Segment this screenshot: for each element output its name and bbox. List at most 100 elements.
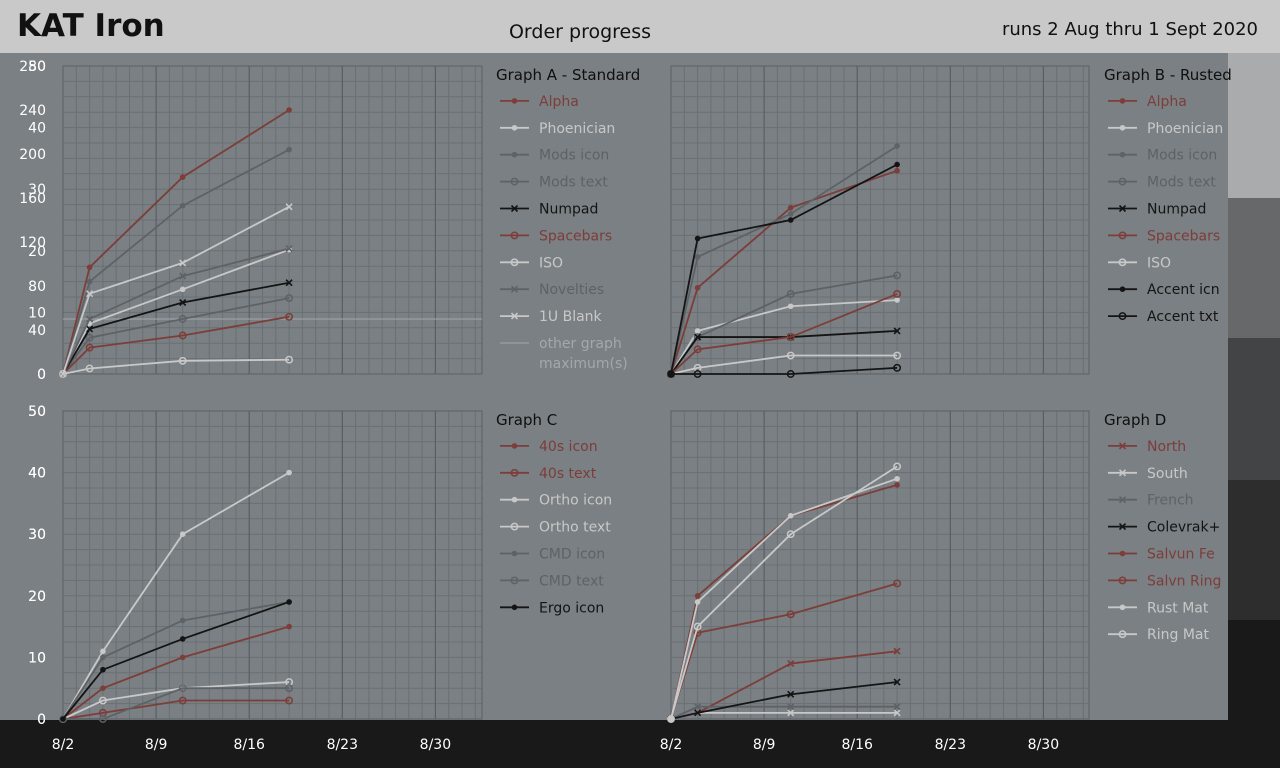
- legend-label: Accent txt: [1147, 309, 1219, 325]
- data-point: [285, 355, 294, 364]
- series-line: [670, 465, 898, 720]
- graph-c: 0 10 20 30 40 50 8/2 8/9 8/16 8/23 8/30 Graph C 40s …: [28, 404, 612, 753]
- data-point: [894, 143, 900, 149]
- y-tick-label: 10: [28, 650, 46, 666]
- graph-a: 0 40 80 120 160 200 240 280 Graph A - Standard Al…: [19, 59, 640, 383]
- series-line: [62, 281, 290, 375]
- data-point: [85, 364, 94, 373]
- y-tick-label: 50: [28, 59, 46, 75]
- legend-label: 40s text: [539, 466, 597, 482]
- legend-marker: [1119, 98, 1126, 104]
- data-point: [893, 327, 901, 335]
- legend-marker: [510, 258, 519, 267]
- data-point: [100, 685, 106, 691]
- legend-marker: [1119, 604, 1126, 611]
- data-point: [786, 289, 795, 298]
- y-tick-label: 50: [28, 404, 46, 420]
- data-point: [787, 709, 795, 717]
- series-line: [670, 145, 898, 375]
- series-line: [63, 687, 290, 720]
- data-point: [693, 622, 702, 631]
- data-point: [894, 161, 900, 168]
- data-point: [179, 531, 186, 537]
- data-point: [694, 235, 701, 242]
- y-tick-label: 20: [28, 589, 46, 605]
- series-line: [670, 711, 898, 720]
- legend-label: French: [1147, 493, 1194, 509]
- data-point: [85, 333, 94, 342]
- data-point: [786, 351, 795, 360]
- y-tick-label: 30: [28, 527, 46, 543]
- page-title: Order progress: [508, 21, 652, 43]
- data-point: [693, 345, 702, 354]
- graph-b: 0 10 20 30 40 50 Graph B - Rusted Alpha Phoenici…: [28, 59, 1232, 383]
- legend-title: Graph C: [496, 411, 557, 429]
- legend-marker: [511, 550, 518, 557]
- series-line: [670, 329, 898, 375]
- data-point: [893, 271, 902, 280]
- legend-marker: [1118, 576, 1127, 585]
- data-point: [894, 297, 900, 303]
- data-point: [286, 107, 292, 113]
- legend-label: 1U Blank: [539, 309, 603, 325]
- data-point: [787, 703, 795, 711]
- legend-marker: [510, 204, 519, 213]
- data-point: [179, 259, 187, 267]
- series-line: [62, 625, 290, 720]
- data-point: [787, 659, 795, 668]
- legend-marker: [510, 177, 519, 186]
- series-line: [62, 601, 290, 720]
- x-tick-label: 8/2: [52, 737, 75, 753]
- data-point: [694, 333, 702, 341]
- y-tick-label: 80: [28, 279, 46, 295]
- legend-label: Phoenician: [539, 121, 615, 137]
- data-point: [285, 279, 293, 287]
- data-point: [786, 530, 795, 539]
- legend-marker: [1119, 550, 1126, 557]
- y-tick-label: 240: [19, 103, 46, 119]
- y-tick-label: 30: [28, 527, 46, 543]
- legend-label: Numpad: [1147, 202, 1206, 218]
- series-line: [62, 248, 290, 375]
- data-point: [100, 648, 106, 655]
- legend-label: CMD icon: [539, 547, 605, 563]
- data-point: [178, 331, 187, 340]
- series-line: [62, 148, 290, 375]
- data-point: [60, 716, 66, 722]
- data-point: [285, 696, 294, 705]
- series-line: [670, 299, 898, 375]
- legend-marker: [1118, 469, 1127, 477]
- legend-label: Salvn Ring: [1147, 573, 1221, 589]
- data-point: [100, 654, 106, 661]
- legend-marker: [1118, 204, 1127, 213]
- series-line: [62, 601, 290, 720]
- data-point: [787, 217, 794, 223]
- legend-label: Accent icn: [1147, 282, 1220, 298]
- data-point: [893, 363, 902, 372]
- data-point: [286, 146, 292, 153]
- data-point: [787, 211, 794, 217]
- legend-marker: [1118, 630, 1127, 639]
- data-point: [667, 715, 675, 723]
- legend-marker: [1118, 496, 1127, 504]
- series-line: [671, 366, 898, 375]
- legend-marker: [1118, 442, 1127, 450]
- plot-frame: [670, 410, 1090, 720]
- y-tick-label: 30: [28, 182, 46, 198]
- data-point: [179, 286, 186, 293]
- data-point: [894, 482, 900, 488]
- data-point: [786, 610, 795, 619]
- data-point: [893, 678, 901, 686]
- data-point: [59, 715, 67, 723]
- x-tick-label: 8/9: [145, 737, 168, 753]
- series-line: [62, 247, 290, 375]
- y-tick-label: 0: [37, 367, 46, 383]
- series-line: [62, 109, 290, 375]
- y-tick-label: 50: [28, 404, 46, 420]
- data-point: [98, 715, 107, 723]
- legend-marker: [511, 443, 518, 449]
- data-point: [694, 328, 701, 334]
- series-line: [670, 582, 898, 720]
- legend-marker: [510, 312, 519, 320]
- y-tick-label: 120: [19, 235, 46, 251]
